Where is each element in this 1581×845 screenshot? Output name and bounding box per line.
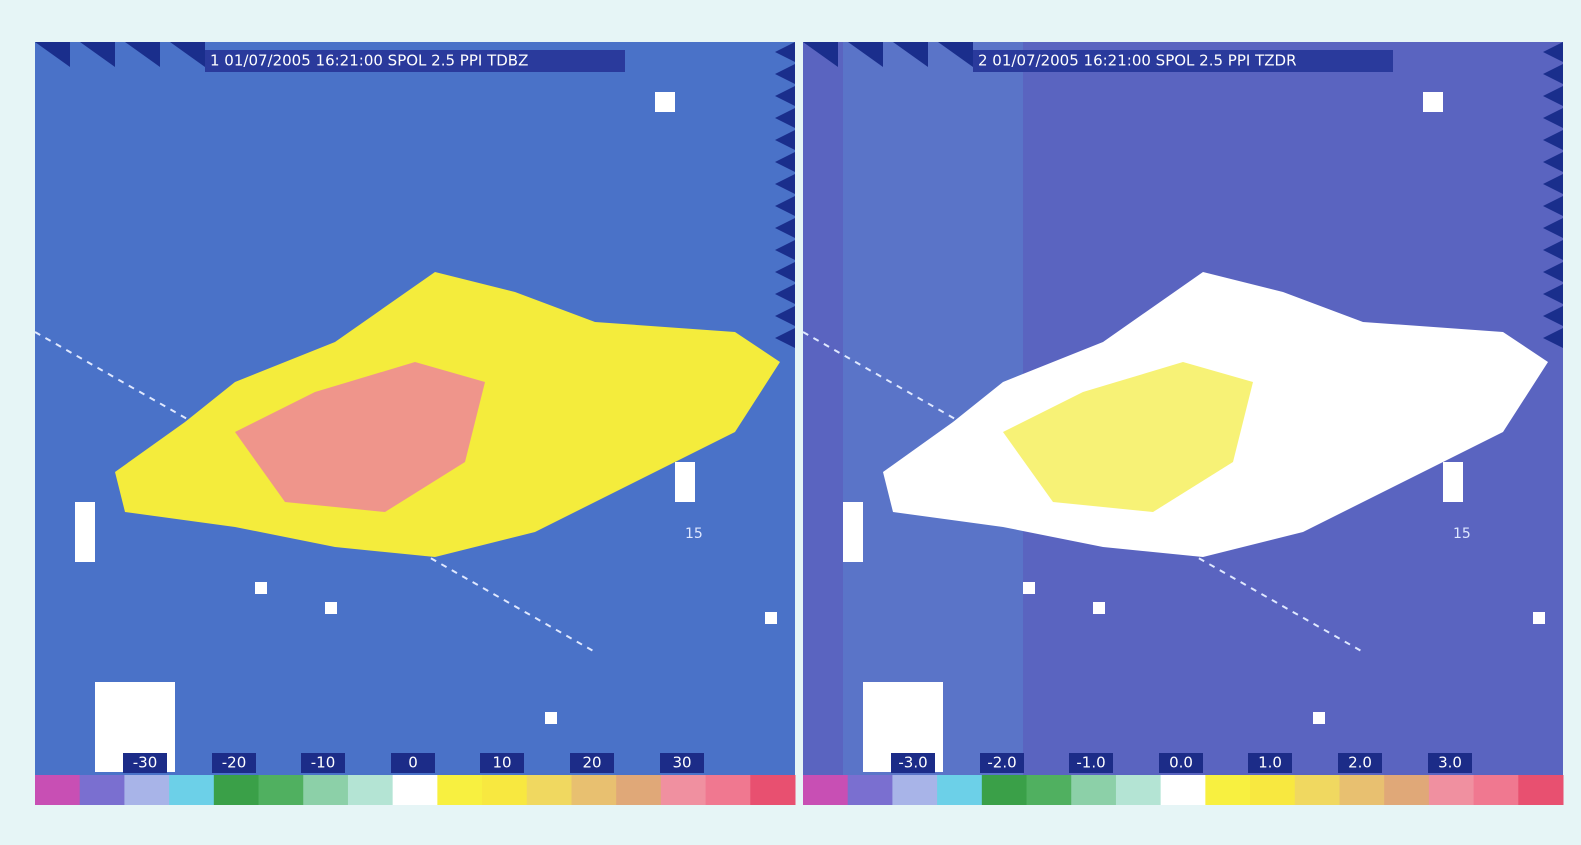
- colorbar-segment: [750, 775, 795, 805]
- colorbar-label: 3.0: [1438, 754, 1462, 772]
- colorbar-label: 0: [408, 754, 418, 772]
- colorbar-label: 10: [492, 754, 511, 772]
- range-label: 15: [685, 526, 703, 542]
- echo-cell: [1313, 712, 1325, 724]
- radar-panel: 2 01/07/2005 16:21:00 SPOL 2.5 PPI TZDR 1…: [803, 42, 1564, 805]
- colorbar-segment: [1116, 775, 1161, 805]
- colorbar-segment: [124, 775, 169, 805]
- colorbar-segment: [1161, 775, 1206, 805]
- colorbar-segment: [661, 775, 706, 805]
- colorbar-label: -20: [222, 754, 247, 772]
- colorbar-segment: [1339, 775, 1384, 805]
- colorbar-segment: [803, 775, 848, 805]
- echo-cell: [1093, 602, 1105, 614]
- colorbar-label: 2.0: [1348, 754, 1372, 772]
- colorbar-label: 30: [672, 754, 691, 772]
- radar-panel: 1 01/07/2005 16:21:00 SPOL 2.5 PPI TDBZ 1…: [35, 42, 796, 805]
- colorbar-segment: [1250, 775, 1295, 805]
- echo-cell: [655, 92, 675, 112]
- colorbar-segment: [616, 775, 661, 805]
- echo-cell: [765, 612, 777, 624]
- echo-cell: [1423, 92, 1443, 112]
- colorbar-segment: [259, 775, 304, 805]
- colorbar-segment: [937, 775, 982, 805]
- colorbar-segment: [1384, 775, 1429, 805]
- colorbar-segment: [892, 775, 937, 805]
- colorbar-segment: [706, 775, 751, 805]
- colorbar-label: 1.0: [1258, 754, 1282, 772]
- echo-cell: [1023, 582, 1035, 594]
- colorbar-segment: [1027, 775, 1072, 805]
- echo-cell: [545, 712, 557, 724]
- colorbar-label: 20: [582, 754, 601, 772]
- colorbar-label: -2.0: [987, 754, 1016, 772]
- colorbar-segment: [80, 775, 125, 805]
- colorbar-segment: [303, 775, 348, 805]
- echo-cell: [675, 462, 695, 502]
- colorbar-segment: [1295, 775, 1340, 805]
- echo-cell: [843, 502, 863, 562]
- echo-cell: [255, 582, 267, 594]
- panel-title: 2 01/07/2005 16:21:00 SPOL 2.5 PPI TZDR: [978, 52, 1297, 70]
- colorbar-segment: [437, 775, 482, 805]
- colorbar-label: -3.0: [898, 754, 927, 772]
- panel-title: 1 01/07/2005 16:21:00 SPOL 2.5 PPI TDBZ: [210, 52, 528, 70]
- screen: 1 01/07/2005 16:21:00 SPOL 2.5 PPI TDBZ 1…: [0, 0, 1581, 845]
- colorbar-segment: [1071, 775, 1116, 805]
- colorbar-segment: [1474, 775, 1519, 805]
- colorbar-segment: [527, 775, 572, 805]
- colorbar-segment: [1205, 775, 1250, 805]
- colorbar-segment: [982, 775, 1027, 805]
- colorbar-segment: [35, 775, 80, 805]
- colorbar-label: 0.0: [1169, 754, 1193, 772]
- colorbar-segment: [848, 775, 893, 805]
- colorbar-segment: [1518, 775, 1563, 805]
- colorbar-segment: [393, 775, 438, 805]
- colorbar-segment: [169, 775, 214, 805]
- colorbar-segment: [571, 775, 616, 805]
- colorbar-segment: [214, 775, 259, 805]
- colorbar-label: -30: [133, 754, 158, 772]
- colorbar-segment: [348, 775, 393, 805]
- echo-cell: [325, 602, 337, 614]
- colorbar-segment: [1429, 775, 1474, 805]
- colorbar-label: -10: [311, 754, 336, 772]
- echo-cell: [1443, 462, 1463, 502]
- echo-cell: [1533, 612, 1545, 624]
- colorbar-segment: [482, 775, 527, 805]
- echo-cell: [75, 502, 95, 562]
- colorbar-label: -1.0: [1076, 754, 1105, 772]
- range-label: 15: [1453, 526, 1471, 542]
